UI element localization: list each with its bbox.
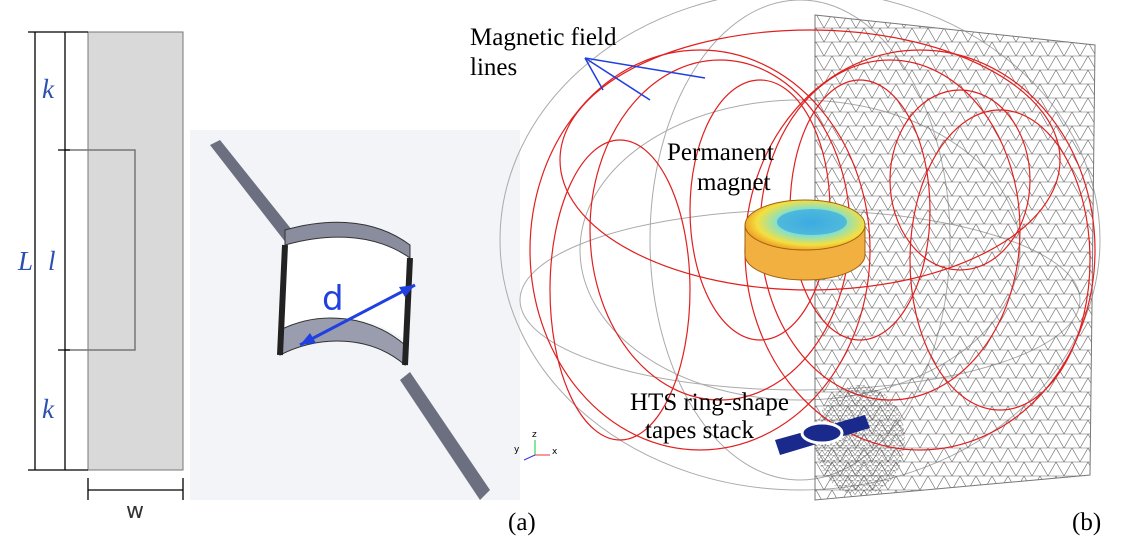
tape-3d: d (a) [190, 130, 536, 536]
annotation: magnet [697, 169, 771, 196]
shape [524, 455, 535, 460]
dim-ticks [28, 32, 88, 470]
annotation: tapes stack [645, 417, 754, 444]
annotation: Permanent [667, 139, 774, 166]
field-arrows [585, 58, 705, 100]
axis-label: x [552, 447, 558, 457]
annotation: Magnetic field [470, 24, 617, 51]
axis-label: y [514, 445, 520, 455]
shape [802, 423, 842, 443]
axis-label: z [532, 430, 537, 440]
shape [585, 58, 603, 90]
dim-label: l [48, 246, 56, 276]
dim-label: k [42, 394, 55, 424]
caption: (a) [508, 509, 536, 536]
caption: (b) [1072, 509, 1101, 536]
axis-triad: y z x [514, 430, 558, 460]
strip-drawing: L k l k w [17, 32, 183, 524]
simulation: y z x Magnetic field lines Permanent mag… [470, 0, 1101, 536]
dim-label: L [17, 246, 33, 276]
annotation: lines [470, 54, 517, 81]
magnet [745, 200, 865, 280]
dim-label: k [42, 74, 55, 104]
dim-label: w [126, 499, 144, 524]
figure: L k l k w d (a) [0, 0, 1126, 542]
annotation: HTS ring-shape [630, 389, 789, 416]
dim-line [88, 478, 183, 500]
shape [777, 209, 847, 235]
d-label: d [322, 279, 344, 319]
